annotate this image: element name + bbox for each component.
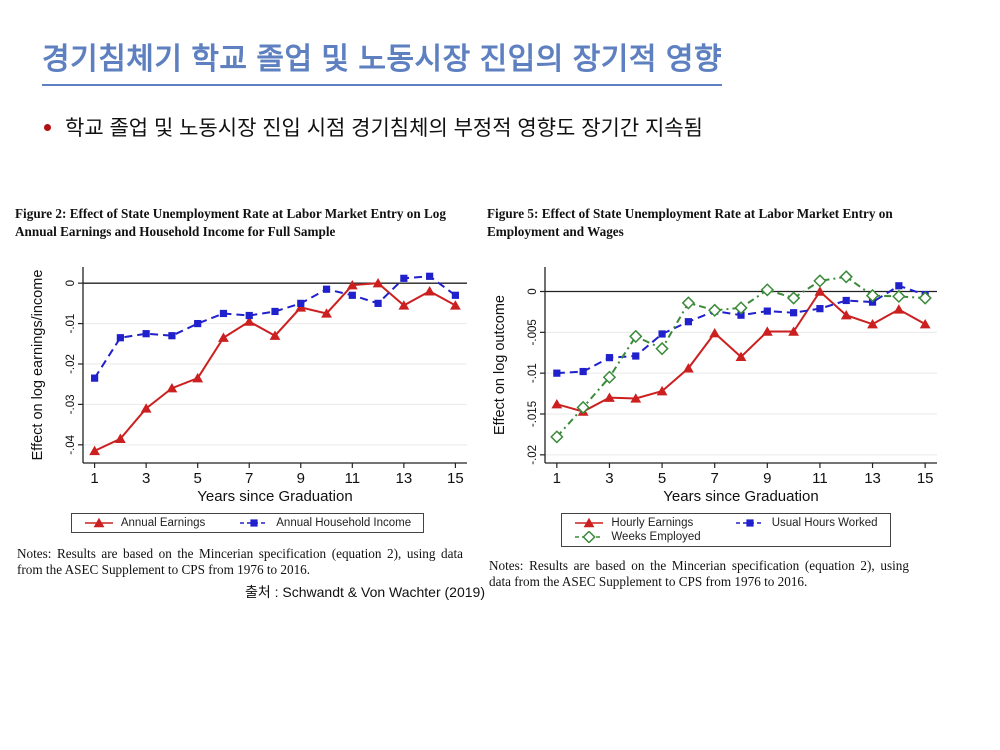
legend-item: Annual Household Income [239, 517, 411, 529]
svg-text:1: 1 [553, 470, 561, 487]
svg-text:15: 15 [447, 470, 464, 487]
square-legend-icon [240, 519, 269, 527]
legend-label: Weeks Employed [611, 530, 701, 543]
svg-text:7: 7 [711, 470, 719, 487]
figure2-caption: Figure 2: Effect of State Unemployment R… [15, 206, 446, 240]
legend-item: Hourly Earnings [574, 517, 700, 529]
diamond-open-legend-icon [575, 530, 604, 543]
svg-text:-.01: -.01 [527, 363, 539, 383]
svg-text:3: 3 [142, 470, 150, 487]
legend-label: Hourly Earnings [611, 516, 694, 529]
svg-text:1: 1 [90, 470, 98, 487]
figure2-legend: Annual Earnings Annual Household Income [70, 512, 425, 533]
svg-text:Effect on log earnings/income: Effect on log earnings/income [30, 270, 46, 461]
source-citation: 출처 : Schwandt & Von Wachter (2019) [244, 583, 485, 600]
bullet-row: 학교 졸업 및 노동시장 진입 시점 경기침체의 부정적 영향도 장기간 지속됨 [44, 112, 703, 142]
figure5-panel: Figure 5: Effect of State Unemployment R… [487, 205, 965, 591]
bullet-icon [44, 123, 51, 131]
svg-text:-.02: -.02 [65, 354, 77, 374]
svg-text:Years since Graduation: Years since Graduation [663, 488, 818, 505]
svg-text:11: 11 [812, 470, 828, 487]
figure5-caption: Figure 5: Effect of State Unemployment R… [487, 206, 893, 240]
legend-item: Usual Hours Worked [735, 517, 878, 529]
svg-text:13: 13 [864, 470, 881, 487]
svg-text:0: 0 [527, 288, 539, 294]
svg-text:15: 15 [917, 470, 934, 487]
svg-text:Years since Graduation: Years since Graduation [197, 488, 352, 505]
svg-text:-.005: -.005 [527, 319, 539, 345]
square-legend-icon [735, 519, 764, 527]
figure5-legend: Hourly Earnings Usual Hours Worked Weeks E… [561, 512, 891, 547]
legend-item: Weeks Employed [574, 530, 701, 543]
svg-text:-.015: -.015 [527, 401, 539, 427]
svg-text:9: 9 [297, 470, 305, 487]
figure5-notes: Notes: Results are based on the Minceria… [489, 557, 909, 590]
bullet-text: 학교 졸업 및 노동시장 진입 시점 경기침체의 부정적 영향도 장기간 지속됨 [65, 117, 703, 140]
page-title: 경기침체기 학교 졸업 및 노동시장 진입의 장기적 영향 [42, 34, 723, 86]
svg-text:0: 0 [65, 280, 77, 286]
slide-header: 경기침체기 학교 졸업 및 노동시장 진입의 장기적 영향 [42, 34, 723, 86]
legend-item: Annual Earnings [84, 517, 205, 529]
svg-text:-.02: -.02 [527, 445, 539, 465]
svg-text:7: 7 [245, 470, 253, 487]
svg-text:5: 5 [658, 470, 666, 487]
svg-text:-.01: -.01 [65, 314, 77, 334]
svg-text:-.03: -.03 [65, 394, 77, 414]
legend-label: Usual Hours Worked [771, 516, 878, 529]
svg-text:13: 13 [396, 470, 413, 487]
triangle-legend-icon [84, 517, 113, 528]
svg-text:Effect on log outcome: Effect on log outcome [492, 295, 508, 435]
triangle-legend-icon [575, 517, 604, 528]
legend-label: Annual Earnings [120, 516, 206, 529]
figures-container: Figure 2: Effect of State Unemployment R… [15, 205, 965, 602]
figure2-notes: Notes: Results are based on the Minceria… [17, 545, 463, 578]
svg-text:11: 11 [345, 470, 361, 487]
legend-label: Annual Household Income [276, 516, 412, 529]
svg-text:9: 9 [763, 470, 771, 487]
svg-text:-.04: -.04 [65, 434, 77, 454]
figure2-panel: Figure 2: Effect of State Unemployment R… [15, 205, 485, 602]
svg-text:5: 5 [194, 470, 202, 487]
svg-text:3: 3 [605, 470, 613, 487]
